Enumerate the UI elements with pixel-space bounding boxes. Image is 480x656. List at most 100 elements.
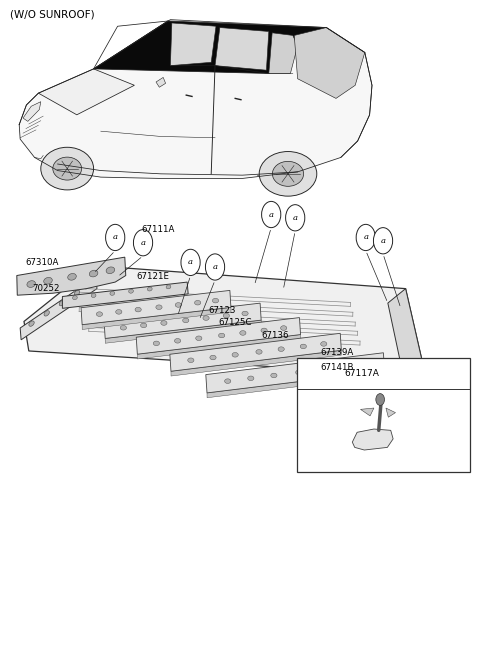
- Ellipse shape: [242, 311, 248, 316]
- Circle shape: [376, 394, 384, 405]
- Ellipse shape: [161, 321, 167, 325]
- Polygon shape: [81, 291, 231, 325]
- Polygon shape: [170, 333, 341, 371]
- Circle shape: [356, 224, 375, 251]
- FancyBboxPatch shape: [297, 358, 470, 472]
- Ellipse shape: [120, 325, 127, 330]
- Text: 67139A: 67139A: [321, 348, 354, 358]
- Text: a: a: [113, 234, 118, 241]
- Ellipse shape: [300, 344, 306, 349]
- Ellipse shape: [96, 312, 103, 316]
- Ellipse shape: [29, 321, 34, 326]
- Text: 67111A: 67111A: [142, 225, 175, 234]
- Ellipse shape: [319, 367, 325, 372]
- Circle shape: [313, 361, 330, 385]
- Ellipse shape: [74, 290, 80, 296]
- Polygon shape: [388, 289, 422, 375]
- Ellipse shape: [272, 161, 304, 186]
- Ellipse shape: [194, 300, 201, 305]
- Ellipse shape: [182, 318, 189, 323]
- Ellipse shape: [72, 296, 77, 300]
- Ellipse shape: [256, 350, 262, 354]
- Circle shape: [181, 249, 200, 276]
- Ellipse shape: [166, 285, 171, 289]
- Ellipse shape: [175, 302, 181, 307]
- Ellipse shape: [84, 283, 90, 289]
- Ellipse shape: [225, 379, 231, 384]
- Polygon shape: [156, 77, 166, 87]
- Ellipse shape: [91, 293, 96, 298]
- Ellipse shape: [203, 316, 209, 320]
- Ellipse shape: [129, 289, 133, 293]
- Polygon shape: [105, 320, 261, 343]
- Circle shape: [205, 254, 225, 280]
- Ellipse shape: [156, 305, 162, 310]
- Ellipse shape: [259, 152, 317, 196]
- Ellipse shape: [261, 328, 267, 333]
- Polygon shape: [20, 277, 97, 340]
- Text: a: a: [141, 239, 145, 247]
- Polygon shape: [19, 20, 372, 178]
- Polygon shape: [137, 335, 300, 359]
- Ellipse shape: [41, 147, 94, 190]
- Ellipse shape: [68, 274, 76, 280]
- Polygon shape: [352, 429, 393, 450]
- Polygon shape: [170, 23, 216, 66]
- Circle shape: [133, 230, 153, 256]
- Ellipse shape: [196, 336, 202, 340]
- Text: a: a: [188, 258, 193, 266]
- Text: 67123: 67123: [209, 306, 236, 315]
- Text: a: a: [269, 211, 274, 218]
- Ellipse shape: [135, 307, 141, 312]
- Ellipse shape: [116, 310, 122, 314]
- Ellipse shape: [296, 370, 302, 375]
- Text: a: a: [213, 263, 217, 271]
- Ellipse shape: [141, 323, 147, 328]
- Polygon shape: [360, 408, 374, 416]
- Ellipse shape: [363, 362, 370, 367]
- Text: a: a: [319, 369, 324, 377]
- Polygon shape: [24, 266, 422, 375]
- Polygon shape: [104, 303, 261, 338]
- Ellipse shape: [223, 314, 229, 318]
- Polygon shape: [269, 33, 298, 73]
- Polygon shape: [136, 318, 300, 354]
- Text: (W/O SUNROOF): (W/O SUNROOF): [10, 10, 94, 20]
- Circle shape: [262, 201, 281, 228]
- Ellipse shape: [44, 311, 49, 316]
- Ellipse shape: [210, 356, 216, 360]
- Ellipse shape: [106, 267, 115, 274]
- Polygon shape: [207, 371, 384, 398]
- Polygon shape: [386, 408, 396, 417]
- Ellipse shape: [188, 358, 194, 363]
- Polygon shape: [82, 308, 231, 329]
- Ellipse shape: [280, 326, 287, 331]
- Polygon shape: [23, 102, 41, 121]
- Polygon shape: [17, 257, 126, 295]
- Ellipse shape: [240, 331, 246, 335]
- Text: 70252: 70252: [33, 284, 60, 293]
- Polygon shape: [94, 21, 326, 73]
- Ellipse shape: [271, 373, 277, 378]
- Circle shape: [373, 228, 393, 254]
- Ellipse shape: [147, 287, 152, 291]
- Text: 67136: 67136: [262, 331, 289, 340]
- Text: 67141B: 67141B: [321, 363, 354, 372]
- Polygon shape: [38, 69, 134, 115]
- Ellipse shape: [321, 342, 327, 346]
- Ellipse shape: [89, 270, 98, 277]
- Text: 67121E: 67121E: [137, 272, 170, 281]
- Polygon shape: [206, 353, 384, 393]
- Ellipse shape: [218, 333, 225, 338]
- Text: 67310A: 67310A: [25, 258, 59, 267]
- Ellipse shape: [278, 347, 284, 352]
- Text: 67117A: 67117A: [345, 369, 380, 378]
- Ellipse shape: [342, 365, 348, 369]
- Ellipse shape: [53, 157, 82, 180]
- Text: a: a: [381, 237, 385, 245]
- Ellipse shape: [153, 341, 159, 346]
- Ellipse shape: [27, 281, 36, 287]
- Ellipse shape: [175, 338, 180, 343]
- Text: 67125C: 67125C: [218, 318, 252, 327]
- Ellipse shape: [44, 277, 52, 284]
